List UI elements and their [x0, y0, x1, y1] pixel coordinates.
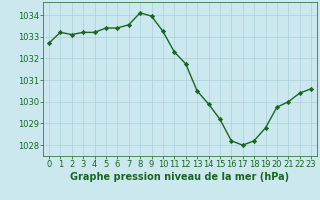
- X-axis label: Graphe pression niveau de la mer (hPa): Graphe pression niveau de la mer (hPa): [70, 172, 290, 182]
